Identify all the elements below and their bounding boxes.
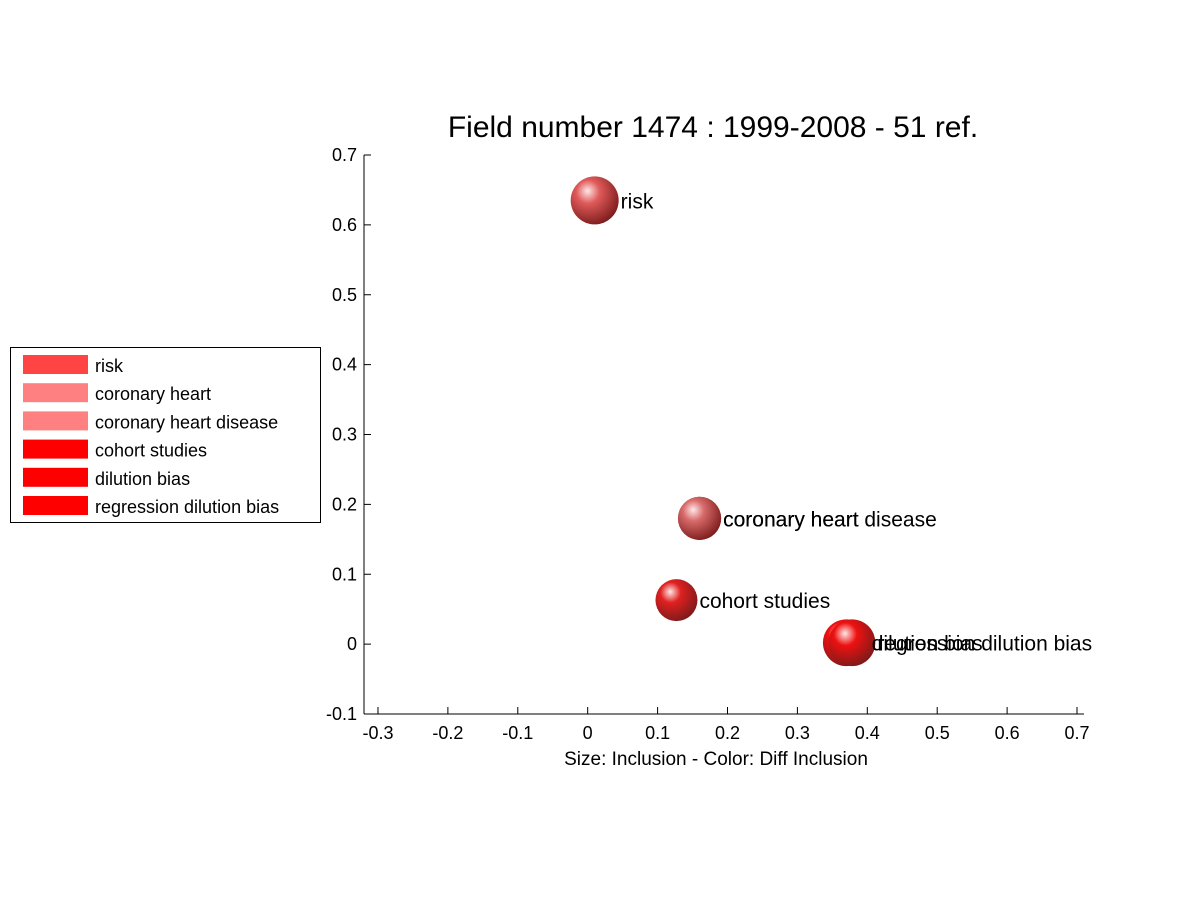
- legend-swatch: [23, 467, 88, 487]
- x-tick-label: 0.7: [1064, 723, 1089, 743]
- legend-swatch: [23, 496, 88, 515]
- x-tick-label: 0.3: [785, 723, 810, 743]
- chart-title: Field number 1474 : 1999-2008 - 51 ref.: [448, 111, 978, 144]
- legend-label: coronary heart: [95, 384, 211, 404]
- data-point: [677, 496, 722, 540]
- y-axis-ticks: -0.1 0 0.1 0.2 0.3 0.4 0.5 0.6 0.7: [326, 145, 371, 724]
- point-label: cohort studies: [699, 590, 830, 613]
- x-axis-label: Size: Inclusion - Color: Diff Inclusion: [564, 749, 868, 770]
- x-tick-label: 0.4: [855, 723, 880, 743]
- legend-label: coronary heart disease: [95, 412, 278, 432]
- x-tick-label: 0: [583, 723, 593, 743]
- point-label: coronary heart disease: [723, 508, 937, 531]
- y-tick-label: -0.1: [326, 704, 357, 724]
- data-point: [828, 619, 876, 667]
- x-tick-label: 0.6: [995, 723, 1020, 743]
- x-axis-ticks: -0.3 -0.2 -0.1 0 0.1 0.2 0.3 0.4 0.5 0.6 0.7: [362, 707, 1090, 743]
- x-tick-label: -0.2: [432, 723, 463, 743]
- legend-label: dilution bias: [95, 469, 190, 489]
- x-tick-label: -0.3: [362, 723, 393, 743]
- x-tick-label: 0.1: [645, 723, 670, 743]
- y-tick-label: 0.7: [332, 145, 357, 165]
- legend-label: cohort studies: [95, 441, 207, 461]
- legend-label: regression dilution bias: [95, 497, 279, 517]
- legend-swatch: [23, 439, 88, 459]
- y-tick-label: 0.3: [332, 425, 357, 445]
- y-tick-label: 0.4: [332, 355, 357, 375]
- legend-label: risk: [95, 356, 124, 376]
- legend-box: [10, 347, 321, 523]
- y-tick-label: 0.5: [332, 285, 357, 305]
- x-tick-label: 0.2: [715, 723, 740, 743]
- legend-swatch: [23, 355, 88, 374]
- y-tick-label: 0.1: [332, 564, 357, 584]
- point-label: coronary heart: [723, 508, 859, 531]
- x-tick-label: 0.5: [925, 723, 950, 743]
- axes: [363, 155, 1084, 715]
- x-tick-label: -0.1: [502, 723, 533, 743]
- legend-swatch: [23, 383, 88, 403]
- legend: risk coronary heart coronary heart disease…: [10, 347, 321, 523]
- data-point: [570, 176, 619, 225]
- point-label: risk: [621, 190, 654, 213]
- point-label: regression dilution bias: [877, 633, 1092, 656]
- y-tick-label: 0.6: [332, 215, 357, 235]
- y-tick-label: 0.2: [332, 494, 357, 514]
- data-point: [655, 579, 698, 622]
- point-label: dilution bias: [872, 633, 983, 656]
- y-tick-label: 0: [347, 634, 357, 654]
- legend-swatch: [23, 411, 88, 431]
